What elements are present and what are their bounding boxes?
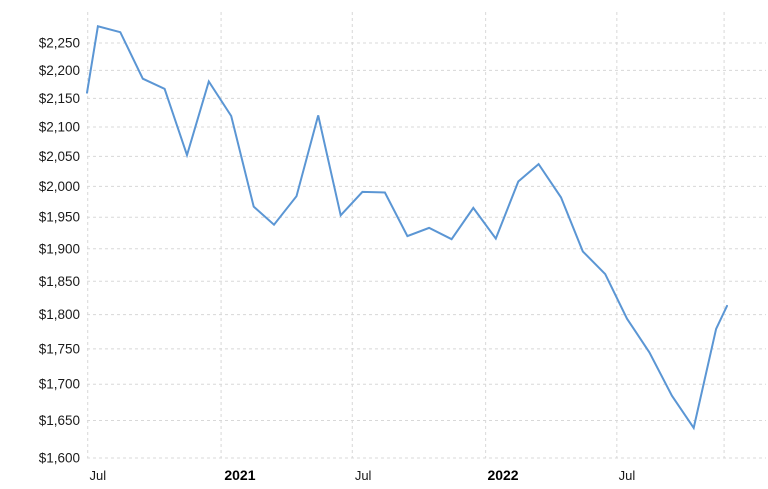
x-axis-tick-label: 2022 xyxy=(487,467,518,483)
y-axis-tick-label: $1,700 xyxy=(39,377,80,392)
y-axis-tick-label: $2,000 xyxy=(39,179,80,194)
x-axis-tick-label: 2021 xyxy=(224,467,255,483)
y-axis-tick-label: $2,050 xyxy=(39,149,80,164)
x-axis-tick-label: Jul xyxy=(619,468,636,483)
y-axis-tick-label: $1,600 xyxy=(39,451,80,466)
gridlines xyxy=(87,12,766,459)
y-axis-tick-label: $2,250 xyxy=(39,36,80,51)
y-axis-tick-label: $1,750 xyxy=(39,341,80,356)
y-axis-tick-label: $1,900 xyxy=(39,241,80,256)
y-axis-tick-label: $1,850 xyxy=(39,274,80,289)
y-axis-tick-label: $2,100 xyxy=(39,119,80,134)
y-axis-tick-label: $2,150 xyxy=(39,91,80,106)
y-axis-tick-label: $1,650 xyxy=(39,413,80,428)
x-axis-tick-label: Jul xyxy=(90,468,107,483)
x-axis-tick-label: Jul xyxy=(355,468,372,483)
y-axis-tick-label: $1,800 xyxy=(39,307,80,322)
axis-tick-labels: $2,250 $2,200 $2,150 $2,100 $2,050 $2,000 $1,9… xyxy=(39,36,636,484)
y-axis-tick-label: $1,950 xyxy=(39,210,80,225)
y-axis-tick-label: $2,200 xyxy=(39,63,80,78)
price-line-series xyxy=(86,25,728,431)
